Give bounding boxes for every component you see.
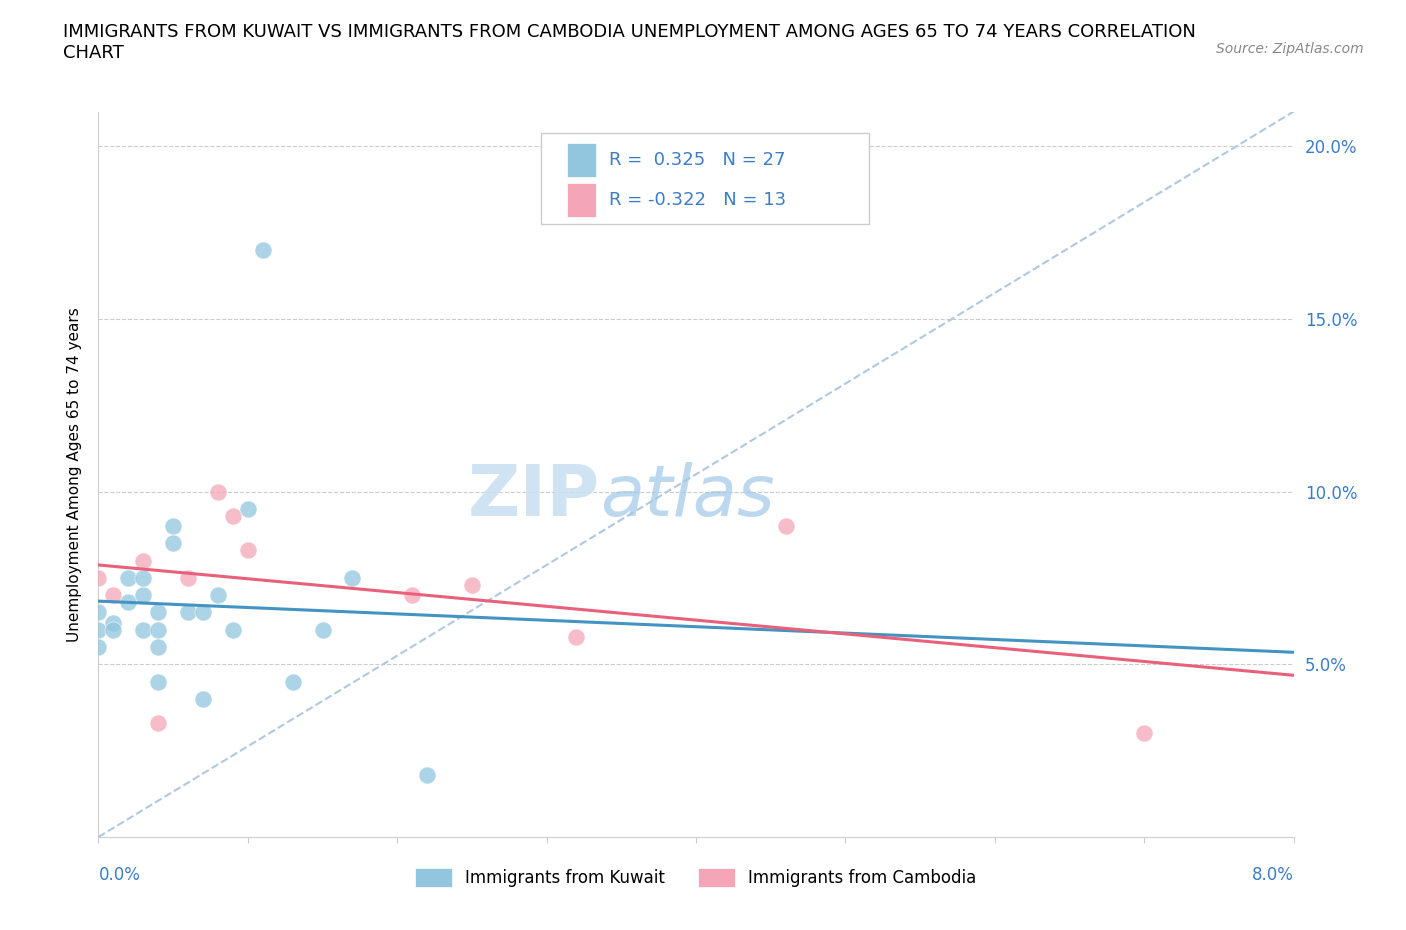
Y-axis label: Unemployment Among Ages 65 to 74 years: Unemployment Among Ages 65 to 74 years bbox=[66, 307, 82, 642]
Text: 0.0%: 0.0% bbox=[98, 866, 141, 884]
Point bbox=[87, 570, 110, 585]
Point bbox=[103, 622, 125, 637]
Point bbox=[222, 622, 245, 637]
FancyBboxPatch shape bbox=[541, 133, 869, 224]
Point bbox=[132, 588, 155, 603]
Text: IMMIGRANTS FROM KUWAIT VS IMMIGRANTS FROM CAMBODIA UNEMPLOYMENT AMONG AGES 65 TO: IMMIGRANTS FROM KUWAIT VS IMMIGRANTS FRO… bbox=[63, 23, 1197, 41]
Point bbox=[132, 553, 155, 568]
Point bbox=[461, 578, 484, 592]
Point bbox=[281, 674, 304, 689]
Text: Source: ZipAtlas.com: Source: ZipAtlas.com bbox=[1216, 42, 1364, 56]
Point bbox=[177, 570, 200, 585]
Text: atlas: atlas bbox=[600, 461, 775, 530]
Point bbox=[117, 594, 139, 609]
Point bbox=[252, 243, 274, 258]
Point bbox=[342, 570, 364, 585]
Point bbox=[236, 501, 259, 516]
Point bbox=[87, 622, 110, 637]
Point bbox=[117, 570, 139, 585]
Point bbox=[775, 519, 797, 534]
Point bbox=[148, 715, 170, 730]
Point bbox=[236, 543, 259, 558]
Point bbox=[191, 605, 214, 620]
Point bbox=[103, 588, 125, 603]
Text: 8.0%: 8.0% bbox=[1251, 866, 1294, 884]
Point bbox=[148, 622, 170, 637]
Point bbox=[87, 605, 110, 620]
Point bbox=[311, 622, 333, 637]
Legend: Immigrants from Kuwait, Immigrants from Cambodia: Immigrants from Kuwait, Immigrants from … bbox=[409, 861, 983, 894]
Point bbox=[416, 767, 439, 782]
Point bbox=[132, 622, 155, 637]
Point bbox=[191, 691, 214, 706]
Point bbox=[565, 630, 588, 644]
Text: CHART: CHART bbox=[63, 44, 124, 61]
Point bbox=[148, 640, 170, 655]
Point bbox=[177, 605, 200, 620]
FancyBboxPatch shape bbox=[567, 143, 596, 178]
Point bbox=[162, 536, 184, 551]
Text: R = -0.322   N = 13: R = -0.322 N = 13 bbox=[609, 191, 786, 208]
Point bbox=[207, 485, 229, 499]
Point bbox=[148, 605, 170, 620]
Point bbox=[222, 509, 245, 524]
Point bbox=[103, 616, 125, 631]
Text: R =  0.325   N = 27: R = 0.325 N = 27 bbox=[609, 152, 785, 169]
FancyBboxPatch shape bbox=[567, 182, 596, 217]
Point bbox=[207, 588, 229, 603]
Point bbox=[162, 519, 184, 534]
Text: ZIP: ZIP bbox=[468, 461, 600, 530]
Point bbox=[132, 570, 155, 585]
Point bbox=[1133, 726, 1156, 741]
Point bbox=[87, 640, 110, 655]
Point bbox=[148, 674, 170, 689]
Point bbox=[401, 588, 423, 603]
